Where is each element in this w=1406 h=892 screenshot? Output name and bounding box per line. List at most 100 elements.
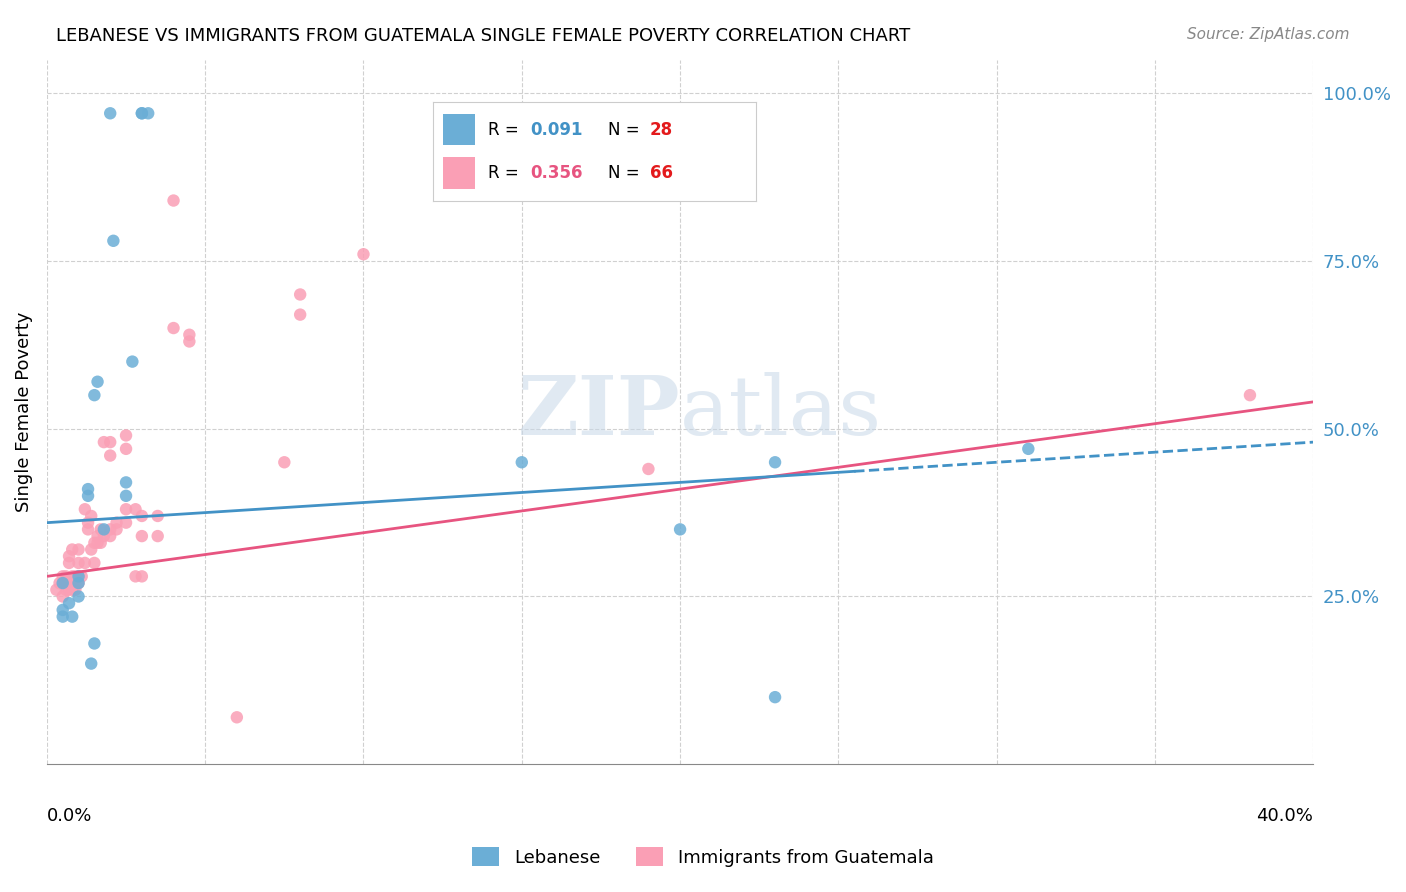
Point (131, 529, 153, 543)
Point (58, 549, 80, 564)
Point (67, 542, 90, 557)
Point (131, 508, 153, 523)
Point (55, 582, 77, 597)
Point (52, 609, 75, 624)
Point (52, 576, 75, 591)
Point (105, 522, 128, 536)
Point (70, 569, 93, 583)
Point (179, 327, 201, 342)
Point (65, 576, 87, 591)
Point (288, 308, 311, 322)
Point (48, 576, 70, 591)
Text: Source: ZipAtlas.com: Source: ZipAtlas.com (1187, 27, 1350, 42)
Point (77, 516, 100, 530)
Point (763, 690, 786, 705)
Text: 40.0%: 40.0% (1257, 806, 1313, 824)
Point (83, 388, 105, 402)
Point (131, 106, 153, 120)
Point (162, 321, 184, 335)
Point (124, 502, 146, 516)
Point (65, 582, 87, 597)
Point (763, 455, 786, 469)
Point (131, 106, 153, 120)
Point (83, 636, 105, 650)
Point (58, 582, 80, 597)
Point (98, 435, 121, 450)
Point (55, 569, 77, 583)
Point (98, 529, 121, 543)
Point (353, 247, 375, 261)
Point (90, 536, 112, 550)
Point (105, 516, 128, 530)
Point (669, 522, 692, 536)
Point (52, 569, 75, 583)
Point (65, 569, 87, 583)
Point (52, 603, 75, 617)
Point (67, 576, 90, 591)
Point (90, 522, 112, 536)
Point (146, 529, 169, 543)
Point (73, 556, 96, 570)
Point (98, 522, 121, 536)
Text: 0.0%: 0.0% (46, 806, 93, 824)
Point (146, 508, 169, 523)
Point (80, 542, 103, 557)
Point (98, 106, 121, 120)
Point (98, 449, 121, 463)
Point (115, 502, 138, 516)
Text: ZIP: ZIP (517, 372, 681, 452)
Point (115, 489, 138, 503)
Point (45, 582, 67, 597)
Point (60, 582, 83, 597)
Point (80, 508, 103, 523)
Point (83, 536, 105, 550)
Point (58, 556, 80, 570)
Point (55, 576, 77, 591)
Point (93, 529, 115, 543)
Point (115, 475, 138, 490)
Point (77, 489, 100, 503)
Point (510, 455, 533, 469)
Point (52, 576, 75, 591)
Y-axis label: Single Female Poverty: Single Female Poverty (15, 311, 32, 512)
Point (86, 536, 108, 550)
Point (121, 354, 143, 368)
Point (60, 609, 83, 624)
Point (1239, 388, 1261, 402)
Point (136, 106, 159, 120)
Point (60, 569, 83, 583)
Point (67, 590, 90, 604)
Point (179, 334, 201, 349)
Point (637, 462, 659, 476)
Point (77, 522, 100, 536)
Point (60, 542, 83, 557)
Point (67, 576, 90, 591)
Legend: Lebanese, Immigrants from Guatemala: Lebanese, Immigrants from Guatemala (465, 840, 941, 874)
Point (73, 502, 96, 516)
Point (124, 569, 146, 583)
Point (162, 194, 184, 208)
Point (131, 569, 153, 583)
Point (77, 482, 100, 496)
Point (225, 710, 247, 724)
Point (60, 576, 83, 591)
Point (83, 556, 105, 570)
Point (288, 287, 311, 301)
Point (115, 442, 138, 456)
Text: atlas: atlas (681, 372, 882, 452)
Point (273, 455, 295, 469)
Point (1017, 442, 1039, 456)
Point (93, 522, 115, 536)
Text: LEBANESE VS IMMIGRANTS FROM GUATEMALA SINGLE FEMALE POVERTY CORRELATION CHART: LEBANESE VS IMMIGRANTS FROM GUATEMALA SI… (56, 27, 911, 45)
Point (115, 516, 138, 530)
Point (58, 576, 80, 591)
Point (52, 590, 75, 604)
Point (80, 657, 103, 671)
Point (103, 234, 125, 248)
Point (86, 375, 108, 389)
Point (86, 529, 108, 543)
Point (58, 596, 80, 610)
Point (115, 428, 138, 442)
Point (67, 556, 90, 570)
Point (67, 569, 90, 583)
